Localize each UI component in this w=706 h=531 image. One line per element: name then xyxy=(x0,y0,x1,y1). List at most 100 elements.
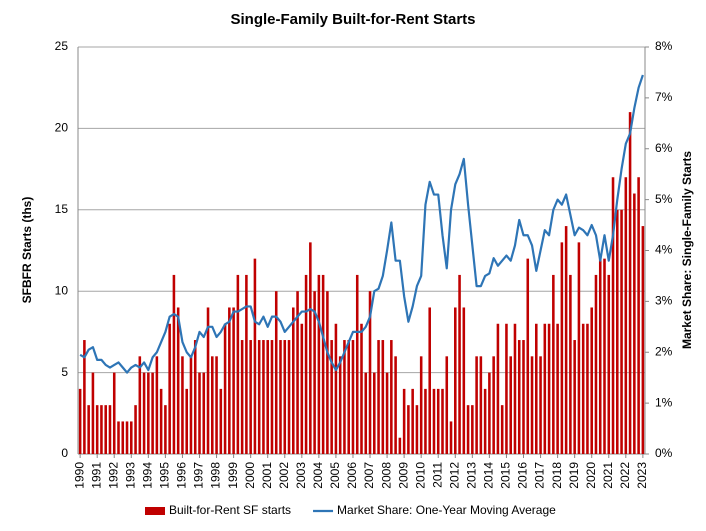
y2-tick-label: 1% xyxy=(655,395,673,409)
bar xyxy=(637,177,640,455)
bar xyxy=(360,323,363,454)
bar xyxy=(287,340,291,454)
bar xyxy=(117,421,120,454)
bar xyxy=(326,291,329,454)
bar xyxy=(193,340,197,454)
bar xyxy=(274,291,278,454)
bar xyxy=(483,388,487,454)
bar xyxy=(590,307,593,454)
x-tick-label: 1992 xyxy=(106,462,120,489)
bar xyxy=(454,307,457,454)
y-tick-label: 5 xyxy=(61,365,68,379)
bar xyxy=(539,356,542,454)
bar xyxy=(321,274,325,454)
y-tick-label: 0 xyxy=(61,446,68,460)
bar xyxy=(552,274,555,454)
y-axis-title: SFBFR Starts (ths) xyxy=(20,197,34,304)
bar xyxy=(211,356,214,454)
x-tick-label: 2005 xyxy=(328,462,342,489)
y-tick-label: 25 xyxy=(55,39,69,53)
bar xyxy=(458,274,461,454)
line xyxy=(79,74,644,374)
legend-swatch xyxy=(145,507,165,515)
y2-tick-label: 5% xyxy=(655,192,673,206)
y2-tick-label: 7% xyxy=(655,90,673,104)
bar xyxy=(270,340,274,454)
bar xyxy=(121,421,125,454)
bar xyxy=(202,372,206,454)
bar xyxy=(91,372,95,454)
bar xyxy=(266,340,269,454)
bar xyxy=(228,307,231,454)
x-tick-label: 2019 xyxy=(567,462,581,489)
bar xyxy=(338,356,342,454)
bar xyxy=(142,372,146,454)
bar xyxy=(479,356,483,454)
x-tick-label: 2007 xyxy=(362,462,376,489)
bar xyxy=(436,388,440,454)
x-tick-label: 2014 xyxy=(482,462,496,489)
bar xyxy=(347,340,350,454)
bar xyxy=(198,372,201,454)
bar xyxy=(253,258,257,454)
bar xyxy=(581,323,585,454)
bar xyxy=(445,356,449,454)
x-tick-label: 2003 xyxy=(294,462,308,489)
bar xyxy=(147,372,150,454)
bar xyxy=(309,242,312,454)
bar xyxy=(603,258,606,454)
x-tick-label: 1993 xyxy=(123,462,137,489)
bar xyxy=(505,323,508,454)
bar xyxy=(543,323,547,454)
bar xyxy=(181,356,184,454)
bar xyxy=(304,274,308,454)
bar xyxy=(462,307,466,454)
bar xyxy=(500,405,504,454)
x-tick-label: 2018 xyxy=(550,462,564,489)
y2-tick-label: 3% xyxy=(655,294,673,308)
bar xyxy=(586,323,589,454)
bar xyxy=(317,274,321,454)
x-tick-label: 1990 xyxy=(72,462,86,489)
bar xyxy=(628,112,632,455)
bar xyxy=(496,323,500,454)
bar xyxy=(373,372,376,454)
bar xyxy=(351,340,355,454)
x-tick-label: 2011 xyxy=(430,462,444,488)
bar xyxy=(95,405,99,454)
y-tick-label: 10 xyxy=(55,283,69,297)
bar xyxy=(564,226,568,454)
x-tick-label: 2010 xyxy=(413,462,427,489)
x-tick-label: 1998 xyxy=(209,462,223,489)
bar xyxy=(377,340,380,454)
bar xyxy=(108,405,112,454)
bar xyxy=(398,437,402,454)
x-tick-label: 2008 xyxy=(379,462,393,489)
x-tick-label: 2016 xyxy=(516,462,530,489)
bar xyxy=(441,388,444,454)
bar xyxy=(594,274,598,454)
bar xyxy=(633,193,636,454)
bar xyxy=(419,356,423,454)
y2-tick-label: 2% xyxy=(655,344,673,358)
bar xyxy=(381,340,385,454)
bar xyxy=(292,307,295,454)
bar xyxy=(300,323,304,454)
bar xyxy=(232,307,235,454)
bar xyxy=(330,340,333,454)
legend-label: Market Share: One-Year Moving Average xyxy=(337,503,556,517)
bar xyxy=(364,372,368,454)
x-tick-label: 2021 xyxy=(601,462,615,489)
x-tick-label: 1991 xyxy=(89,462,103,489)
bar xyxy=(394,356,397,454)
x-tick-label: 1996 xyxy=(175,462,189,489)
bar xyxy=(343,340,346,454)
bar xyxy=(104,405,107,454)
bar xyxy=(607,274,611,454)
bar xyxy=(155,356,159,454)
bar xyxy=(78,388,82,454)
bar xyxy=(432,388,436,454)
bar xyxy=(236,274,240,454)
